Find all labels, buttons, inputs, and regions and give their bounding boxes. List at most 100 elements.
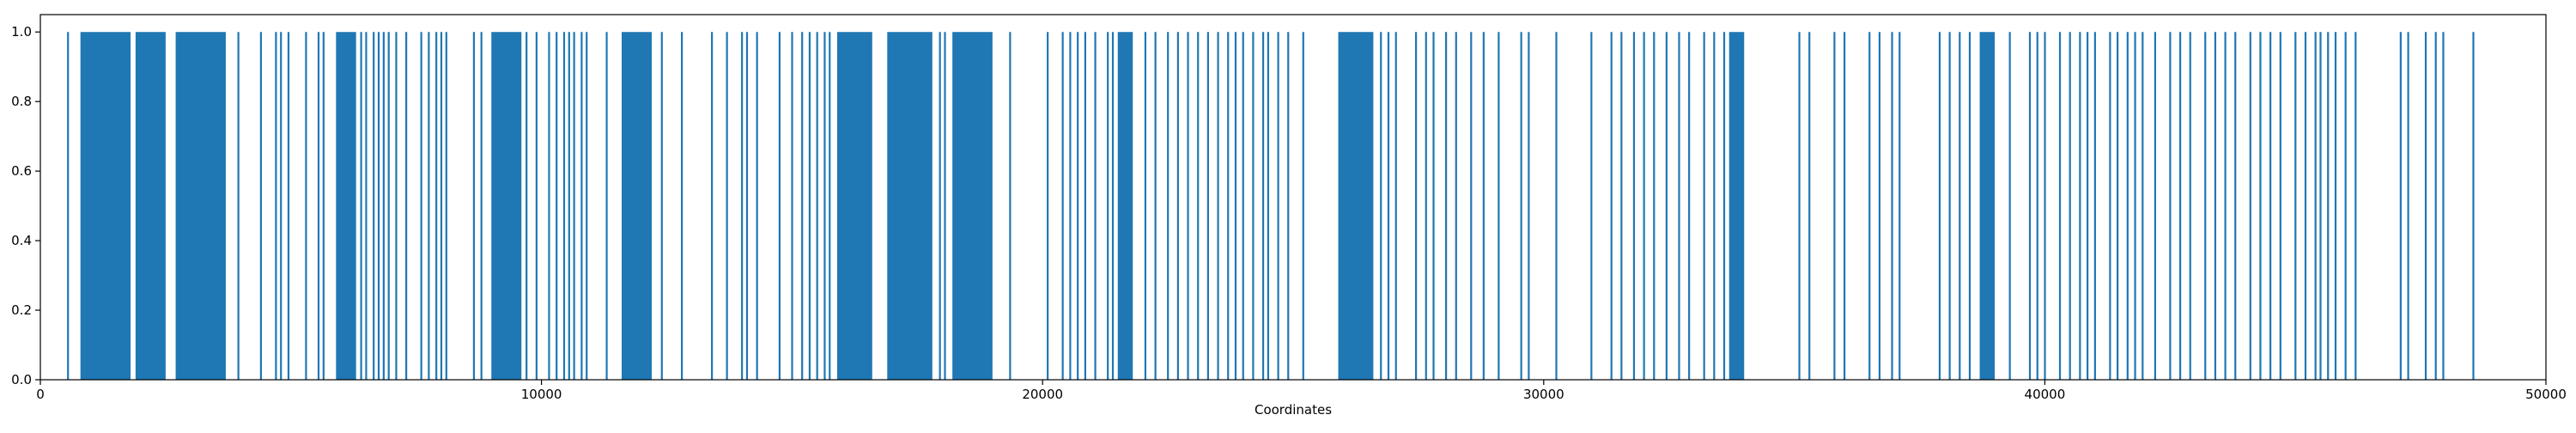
bar	[2319, 32, 2322, 380]
bar	[1206, 32, 1209, 380]
bar	[2126, 32, 2129, 380]
bar	[2154, 32, 2156, 380]
x-tick-label: 50000	[2525, 387, 2567, 402]
bar	[1878, 32, 1881, 380]
bar	[660, 32, 663, 380]
bar	[580, 32, 583, 380]
bar	[1302, 32, 1304, 380]
bar	[1868, 32, 1871, 380]
bar	[1227, 32, 1230, 380]
bar	[1077, 32, 1079, 380]
bar	[2434, 32, 2437, 380]
bar	[1520, 32, 1522, 380]
bar	[1948, 32, 1951, 380]
bar	[1111, 32, 1115, 380]
bar	[1665, 32, 1668, 380]
x-tick-label: 30000	[1523, 387, 1564, 402]
y-tick-label: 0.8	[11, 94, 32, 109]
bar	[2189, 32, 2191, 380]
bar	[2109, 32, 2111, 380]
bar-span	[175, 32, 226, 380]
y-tick-label: 0.0	[11, 372, 32, 387]
bar	[1061, 32, 1064, 380]
bar	[2224, 32, 2227, 380]
bar	[944, 32, 946, 380]
bar	[1009, 32, 1012, 380]
bar-span	[952, 32, 993, 380]
x-tick-label: 10000	[521, 387, 562, 402]
bar	[1380, 32, 1382, 380]
bar	[1555, 32, 1558, 380]
y-tick-label: 0.2	[11, 302, 32, 318]
bar	[526, 32, 528, 380]
bar	[405, 32, 408, 380]
bar	[2087, 32, 2089, 380]
y-tick-label: 1.0	[11, 24, 32, 40]
bar	[2442, 32, 2445, 380]
bar-span	[887, 32, 933, 380]
bar	[1197, 32, 1200, 380]
bar	[2058, 32, 2062, 380]
bar	[1891, 32, 1893, 380]
x-tick-label: 40000	[2025, 387, 2066, 402]
bar-span	[621, 32, 652, 380]
bar	[2044, 32, 2046, 380]
bar	[2472, 32, 2475, 380]
bar	[2028, 32, 2032, 380]
bar	[2399, 32, 2402, 380]
bar	[1808, 32, 1811, 380]
bar	[1643, 32, 1645, 380]
bar-span	[1728, 32, 1745, 380]
bar	[2304, 32, 2307, 380]
bar	[1432, 32, 1435, 380]
bar	[1425, 32, 1427, 380]
bar	[428, 32, 430, 380]
bar	[1217, 32, 1219, 380]
bar	[1455, 32, 1457, 380]
bar	[605, 32, 608, 380]
bar	[1899, 32, 1901, 380]
bar	[1154, 32, 1157, 380]
bar	[1632, 32, 1636, 380]
bar	[1084, 32, 1087, 380]
bar	[2269, 32, 2272, 380]
bar	[535, 32, 538, 380]
bar	[2093, 32, 2096, 380]
bar	[1610, 32, 1613, 380]
bar	[568, 32, 570, 380]
bar	[382, 32, 385, 380]
bar	[816, 32, 818, 380]
bar	[1959, 32, 1961, 380]
bar	[1267, 32, 1270, 380]
bar-span	[836, 32, 872, 380]
bar	[801, 32, 804, 380]
x-axis-label: Coordinates	[1255, 402, 1332, 418]
bar	[1144, 32, 1147, 380]
y-tick-label: 0.4	[11, 233, 32, 248]
bar	[2407, 32, 2409, 380]
bar	[1187, 32, 1189, 380]
bar	[1444, 32, 1448, 380]
bar	[1234, 32, 1237, 380]
bar	[1394, 32, 1397, 380]
bar	[445, 32, 447, 380]
bar	[586, 32, 588, 380]
bar	[1482, 32, 1485, 380]
bar	[1094, 32, 1097, 380]
bar	[778, 32, 781, 380]
bar	[472, 32, 476, 380]
bar	[2117, 32, 2119, 380]
bars-group	[67, 32, 2475, 380]
x-tick-label: 20000	[1022, 387, 1063, 402]
bar	[1470, 32, 1473, 380]
bar	[2204, 32, 2207, 380]
bar	[2294, 32, 2297, 380]
bar	[1703, 32, 1705, 380]
bar	[681, 32, 683, 380]
bar	[2344, 32, 2347, 380]
bar	[2334, 32, 2337, 380]
y-tick-label: 0.6	[11, 163, 32, 179]
bar	[237, 32, 240, 380]
x-axis: 0 10000 20000 30000 40000 50000	[36, 380, 2567, 402]
